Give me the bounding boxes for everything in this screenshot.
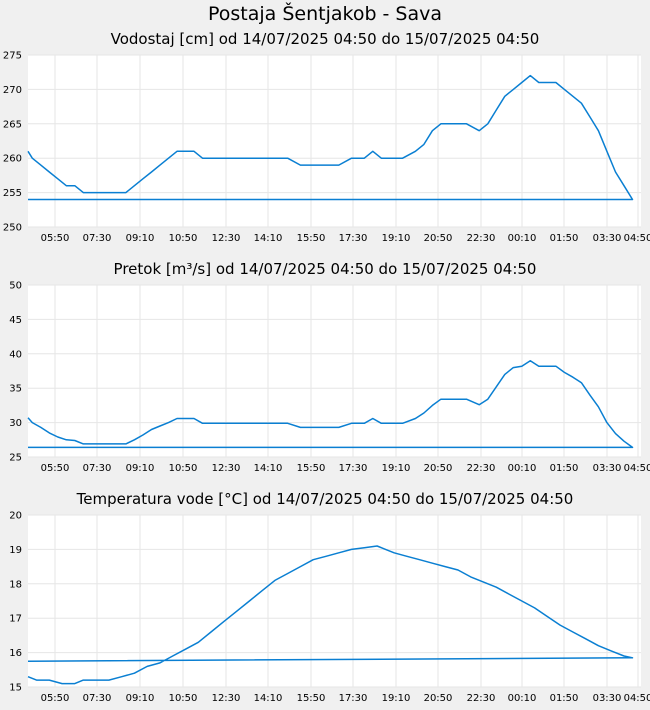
discharge-x-tick-label: 12:30 [212, 463, 241, 474]
water-temperature-x-tick-label: 20:50 [424, 693, 453, 704]
water-temperature-x-tick-label: 03:30 [593, 693, 622, 704]
water-temperature-x-tick-label: 05:50 [41, 693, 70, 704]
water-level-y-tick-label: 260 [3, 154, 22, 165]
chart-title-discharge: Pretok [m³/s] od 14/07/2025 04:50 do 15/… [113, 260, 537, 278]
water-temperature-x-tick-label: 12:30 [212, 693, 241, 704]
water-temperature-x-tick-label: 00:10 [508, 693, 537, 704]
water-level-x-tick-label: 10:50 [169, 233, 198, 244]
chart-title-water-level: Vodostaj [cm] od 14/07/2025 04:50 do 15/… [110, 30, 540, 48]
discharge-x-tick-label: 00:10 [508, 463, 537, 474]
discharge-x-tick-label: 09:10 [126, 463, 155, 474]
water-temperature-chart: 15 16 17 18 19 20 05:50 07:30 09:10 10:50 12:30 14:… [9, 511, 650, 705]
discharge-x-tick-label: 19:10 [382, 463, 411, 474]
water-temperature-series-line [27, 545, 634, 685]
discharge-x-tick-label: 20:50 [424, 463, 453, 474]
water-temperature-y-tick-label: 16 [9, 648, 22, 659]
water-level-x-tick-label: 17:30 [339, 233, 368, 244]
water-level-x-tick-label: 03:30 [593, 233, 622, 244]
discharge-x-tick-label: 03:30 [593, 463, 622, 474]
discharge-x-tick-label: 22:30 [467, 463, 496, 474]
water-temperature-y-tick-label: 19 [9, 545, 22, 556]
water-level-x-tick-label: 14:10 [254, 233, 283, 244]
water-temperature-x-tick-label: 17:30 [339, 693, 368, 704]
water-level-x-tick-label: 00:10 [508, 233, 537, 244]
water-temperature-x-tick-label: 01:50 [550, 693, 579, 704]
discharge-y-tick-label: 25 [9, 453, 22, 464]
water-level-x-tick-label: 07:30 [83, 233, 112, 244]
water-temperature-y-tick-label: 18 [9, 579, 22, 590]
water-temperature-x-tick-label: 22:30 [467, 693, 496, 704]
discharge-x-tick-label: 15:50 [297, 463, 326, 474]
water-level-y-tick-label: 255 [3, 188, 22, 199]
discharge-series-line [27, 359, 634, 449]
water-level-y-tick-label: 275 [3, 51, 22, 62]
discharge-chart: 25 30 35 40 45 50 05:50 07:30 09:10 10:50 12:30 14:… [9, 281, 650, 475]
water-temperature-x-tick-label: 14:10 [254, 693, 283, 704]
water-level-x-tick-label: 01:50 [550, 233, 579, 244]
water-level-plot-area [28, 55, 641, 227]
discharge-y-tick-label: 40 [9, 349, 22, 360]
water-level-x-tick-label: 05:50 [41, 233, 70, 244]
water-temperature-x-tick-label: 09:10 [126, 693, 155, 704]
water-temperature-x-tick-label: 10:50 [169, 693, 198, 704]
water-level-x-tick-label: 20:50 [424, 233, 453, 244]
discharge-x-tick-label: 04:50 [624, 463, 650, 474]
discharge-x-tick-label: 01:50 [550, 463, 579, 474]
water-level-chart: 250 255 260 265 270 275 05:50 07:30 09:10 10:50 12… [3, 51, 650, 245]
water-level-x-tick-label: 15:50 [297, 233, 326, 244]
water-level-x-tick-label: 22:30 [467, 233, 496, 244]
discharge-x-tick-label: 05:50 [41, 463, 70, 474]
water-level-series-line [27, 74, 634, 201]
water-temperature-x-tick-label: 04:50 [624, 693, 650, 704]
discharge-y-tick-label: 50 [9, 281, 22, 292]
discharge-x-tick-label: 10:50 [169, 463, 198, 474]
water-level-y-tick-label: 270 [3, 85, 22, 96]
water-temperature-y-tick-label: 20 [9, 511, 22, 522]
water-temperature-x-tick-label: 07:30 [83, 693, 112, 704]
water-level-x-tick-label: 12:30 [212, 233, 241, 244]
discharge-y-tick-label: 35 [9, 384, 22, 395]
water-level-x-tick-label: 19:10 [382, 233, 411, 244]
water-temperature-y-tick-label: 15 [9, 683, 22, 694]
water-temperature-x-tick-label: 15:50 [297, 693, 326, 704]
water-level-y-tick-label: 250 [3, 223, 22, 234]
discharge-y-tick-label: 45 [9, 315, 22, 326]
water-temperature-y-tick-label: 17 [9, 614, 22, 625]
discharge-x-tick-label: 14:10 [254, 463, 283, 474]
discharge-x-tick-label: 07:30 [83, 463, 112, 474]
water-level-x-tick-label: 09:10 [126, 233, 155, 244]
discharge-plot-area [28, 285, 641, 457]
chart-title-water-temperature: Temperatura vode [°C] od 14/07/2025 04:5… [76, 490, 574, 508]
water-level-y-tick-label: 265 [3, 119, 22, 130]
page-title: Postaja Šentjakob - Sava [207, 3, 443, 25]
discharge-y-tick-label: 30 [9, 418, 22, 429]
water-temperature-x-tick-label: 19:10 [382, 693, 411, 704]
discharge-x-tick-label: 17:30 [339, 463, 368, 474]
water-level-x-tick-label: 04:50 [624, 233, 650, 244]
